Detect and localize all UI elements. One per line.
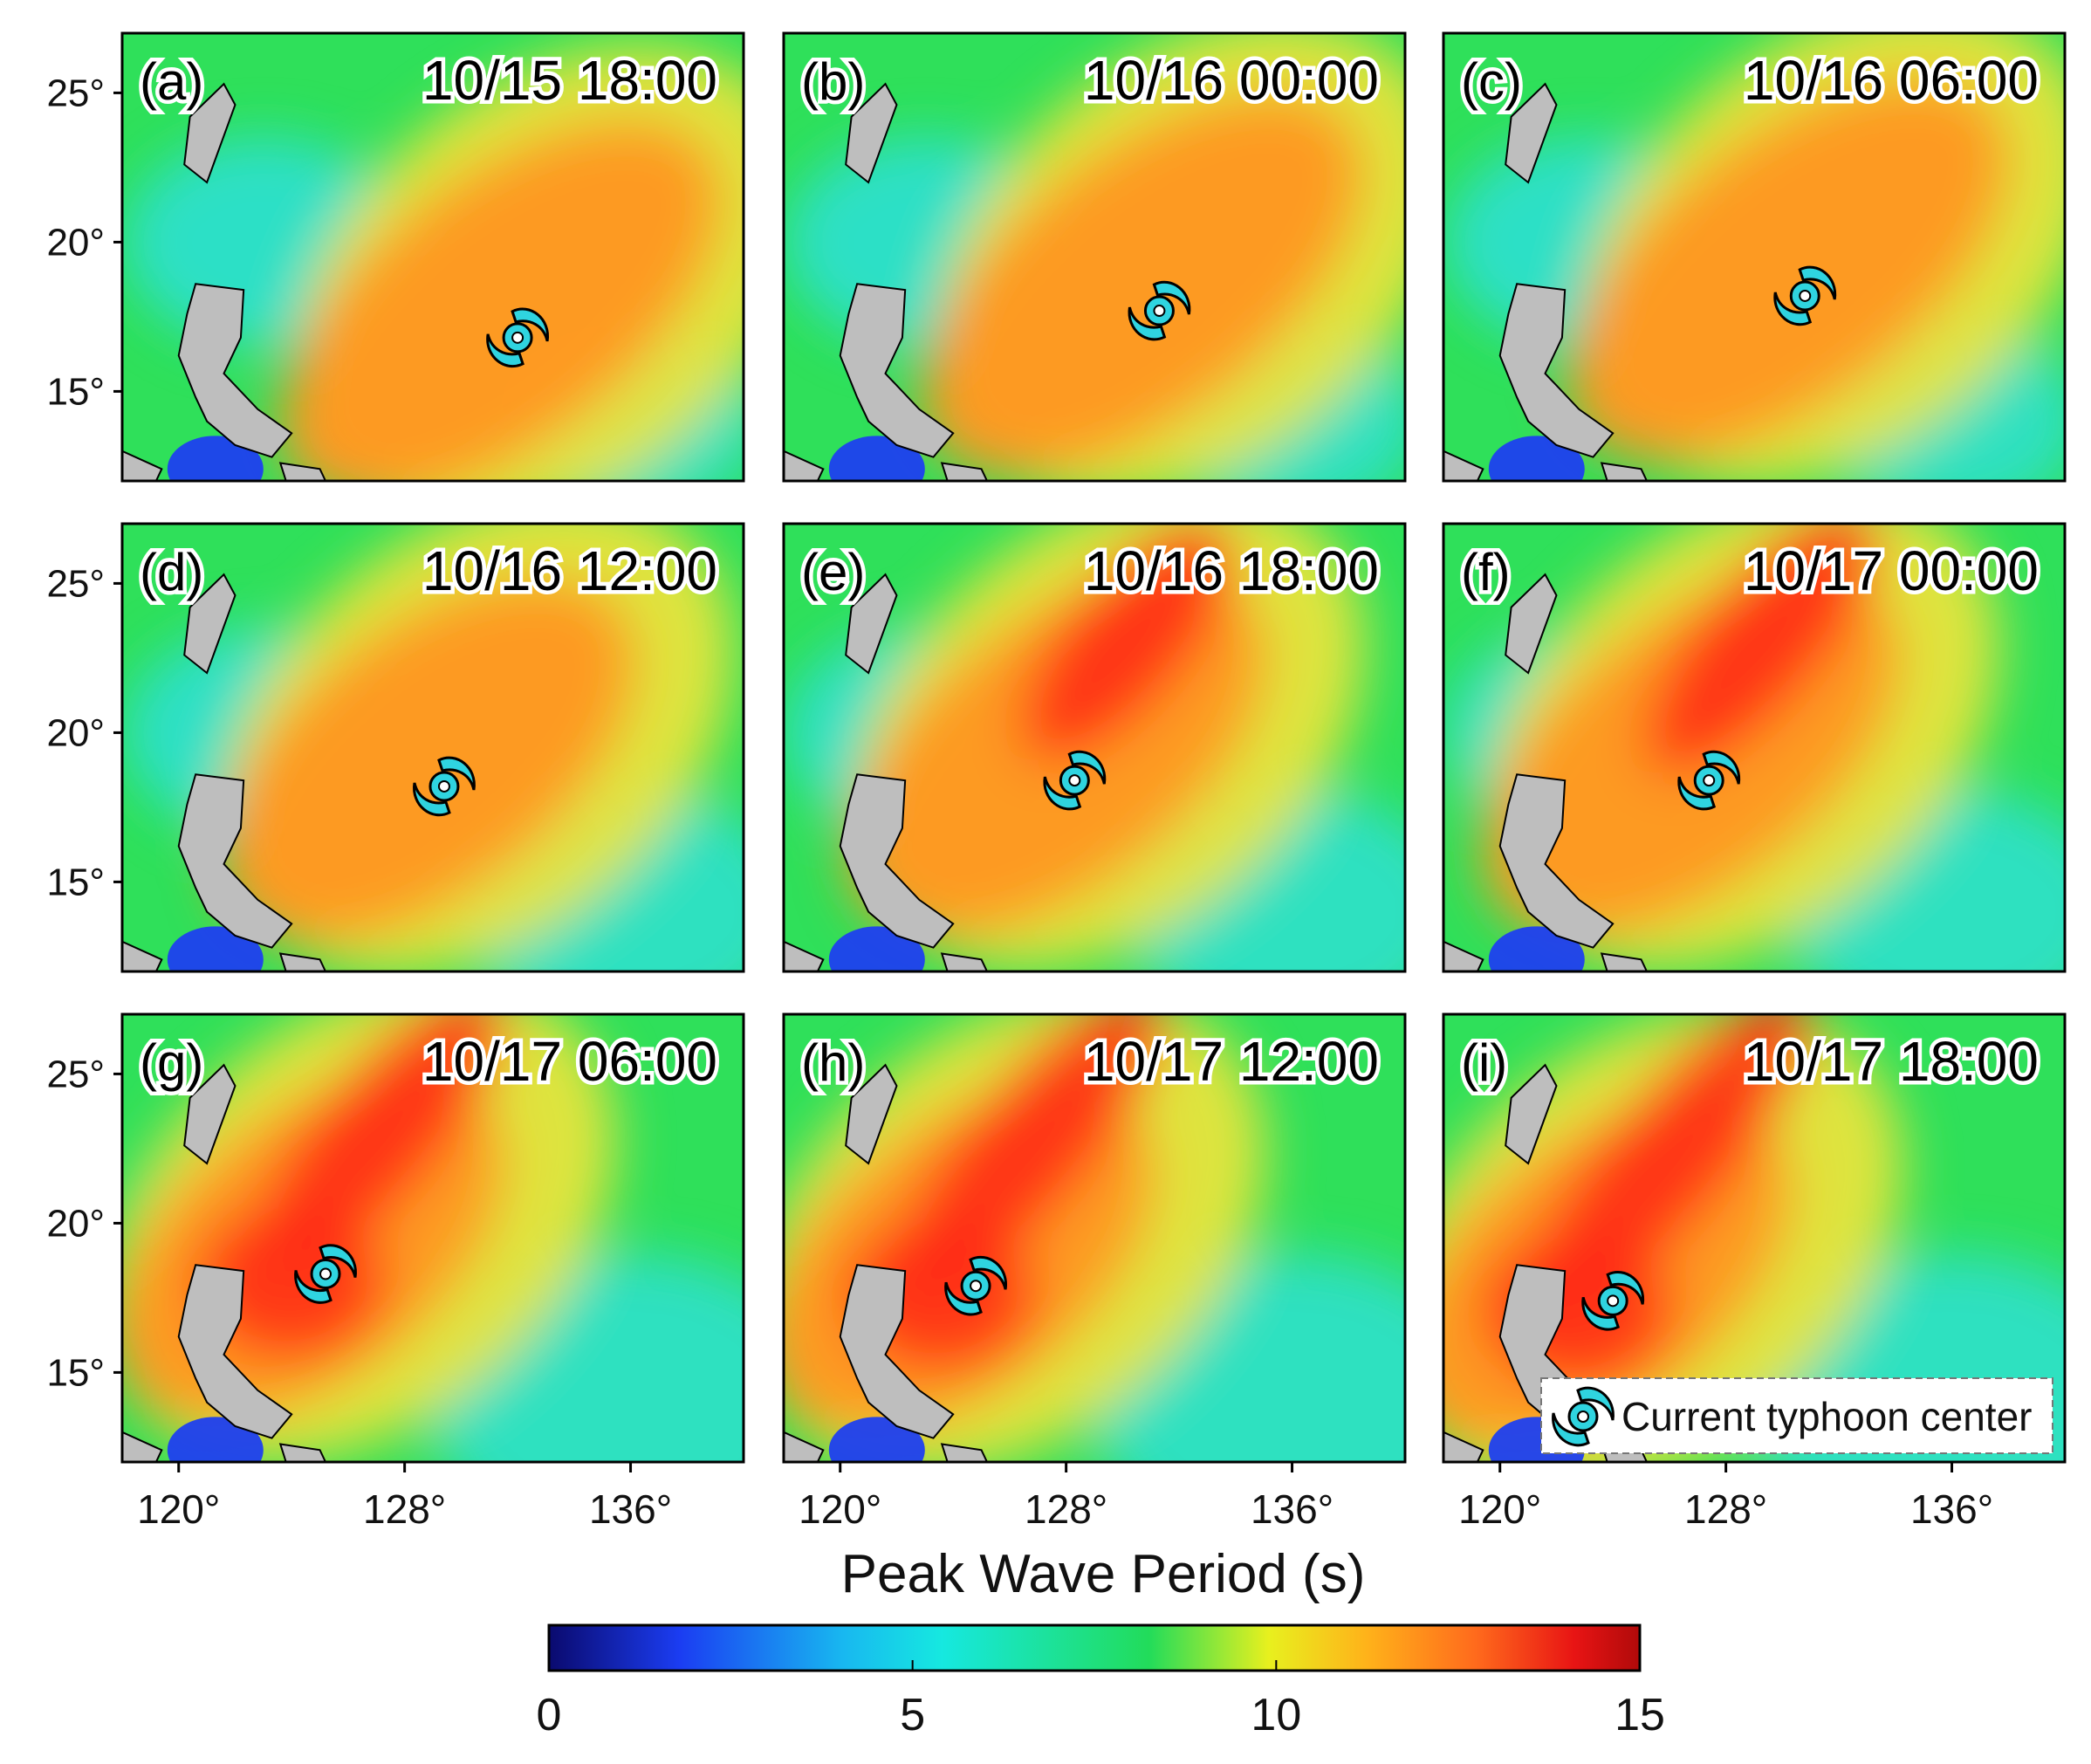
y-tick-label: 20° xyxy=(46,711,105,754)
x-tick-label: 128° xyxy=(1684,1486,1767,1532)
colorbar-ticks: 0 5 10 15 xyxy=(537,1660,1665,1740)
wave-period-field xyxy=(784,1014,1405,1462)
panel-time: 10/16 18:00 xyxy=(1084,539,1379,602)
panel-frame xyxy=(782,1012,1407,1464)
land-mass xyxy=(784,1063,989,1462)
x-tick-label: 128° xyxy=(1025,1486,1107,1532)
map-panel: (b) 10/16 00:00 xyxy=(782,31,1407,483)
y-tick-label: 25° xyxy=(46,1053,105,1095)
panel-frame xyxy=(1442,522,2067,973)
land-mass xyxy=(1443,573,1649,971)
x-tick-label: 136° xyxy=(1910,1486,1993,1532)
panel-grid: (a) 10/15 18:00 25° 20° 15° (b) 10/16 00:00 (c)… xyxy=(46,31,2067,1464)
wave-period-field xyxy=(1443,33,2065,481)
land-mass xyxy=(122,573,327,971)
wave-period-field xyxy=(122,1014,744,1462)
panel-frame xyxy=(120,1012,745,1464)
land-mass xyxy=(784,573,989,971)
panel-label: (b) xyxy=(801,52,865,111)
colorbar-tick-label: 5 xyxy=(900,1690,925,1740)
wave-period-field xyxy=(784,33,1405,481)
panel-time: 10/16 00:00 xyxy=(1084,49,1379,112)
legend-label: Current typhoon center xyxy=(1621,1394,2033,1439)
land-mass xyxy=(784,82,989,481)
map-panel: (c) 10/16 06:00 xyxy=(1442,31,2067,483)
panel-frame xyxy=(782,522,1407,973)
y-tick-label: 25° xyxy=(46,72,105,114)
wave-period-field xyxy=(122,33,744,481)
panel-frame xyxy=(1442,31,2067,483)
map-panel: (e) 10/16 18:00 xyxy=(782,522,1407,973)
x-axis-ticks: 120° 120° 120° 128° 128° 128° 136° 136° 136° xyxy=(137,1462,1993,1532)
map-panel: (a) 10/15 18:00 25° 20° 15° xyxy=(46,31,745,483)
colorbar xyxy=(547,1623,1642,1672)
panel-label: (d) xyxy=(140,543,203,601)
panel-label: (c) xyxy=(1461,52,1522,111)
colorbar-tick-label: 15 xyxy=(1615,1690,1665,1740)
legend-box: Current typhoon center xyxy=(1540,1377,2053,1454)
map-panel: (f) 10/17 00:00 xyxy=(1442,522,2067,973)
panel-frame xyxy=(1442,1012,2067,1464)
y-tick-label: 15° xyxy=(46,861,105,903)
panel-label: (h) xyxy=(801,1033,865,1092)
panel-time: 10/17 18:00 xyxy=(1744,1030,2039,1093)
land-mass xyxy=(1443,82,1649,481)
x-tick-label: 120° xyxy=(137,1486,220,1532)
x-tick-label: 120° xyxy=(1458,1486,1541,1532)
panel-label: (f) xyxy=(1461,543,1511,601)
wave-period-field xyxy=(784,524,1405,971)
y-tick-label: 15° xyxy=(46,1351,105,1394)
x-tick-label: 136° xyxy=(1251,1486,1333,1532)
map-panel: (i) 10/17 18:00 Current typhoon center xyxy=(1442,1012,2067,1464)
x-tick-label: 128° xyxy=(363,1486,446,1532)
y-tick-label: 20° xyxy=(46,1202,105,1245)
y-tick-label: 25° xyxy=(46,562,105,605)
panel-time: 10/17 12:00 xyxy=(1084,1030,1379,1093)
panel-time: 10/16 12:00 xyxy=(422,539,717,602)
panel-label: (e) xyxy=(801,543,865,601)
wave-period-field xyxy=(122,524,744,971)
panel-frame xyxy=(120,31,745,483)
panel-label: (i) xyxy=(1461,1033,1507,1092)
y-tick-label: 20° xyxy=(46,221,105,264)
panel-time: 10/15 18:00 xyxy=(422,49,717,112)
y-tick-label: 15° xyxy=(46,370,105,413)
land-mass xyxy=(122,1063,327,1462)
panel-time: 10/16 06:00 xyxy=(1744,49,2039,112)
map-panel: (d) 10/16 12:00 25° 20° 15° xyxy=(46,522,745,973)
panel-label: (g) xyxy=(140,1033,203,1092)
panel-time: 10/17 00:00 xyxy=(1744,539,2039,602)
land-mass xyxy=(122,82,327,481)
colorbar-tick-label: 0 xyxy=(537,1690,562,1740)
colorbar-tick-label: 10 xyxy=(1251,1690,1301,1740)
map-panel: (g) 10/17 06:00 25° 20° 15° xyxy=(46,1012,745,1464)
x-tick-label: 120° xyxy=(799,1486,881,1532)
panel-label: (a) xyxy=(140,52,203,111)
wave-period-field xyxy=(1443,524,2065,971)
colorbar-title: Peak Wave Period (s) xyxy=(841,1544,1366,1604)
x-tick-label: 136° xyxy=(589,1486,672,1532)
panel-frame xyxy=(782,31,1407,483)
panel-frame xyxy=(120,522,745,973)
map-panel: (h) 10/17 12:00 xyxy=(782,1012,1407,1464)
panel-time: 10/17 06:00 xyxy=(422,1030,717,1093)
